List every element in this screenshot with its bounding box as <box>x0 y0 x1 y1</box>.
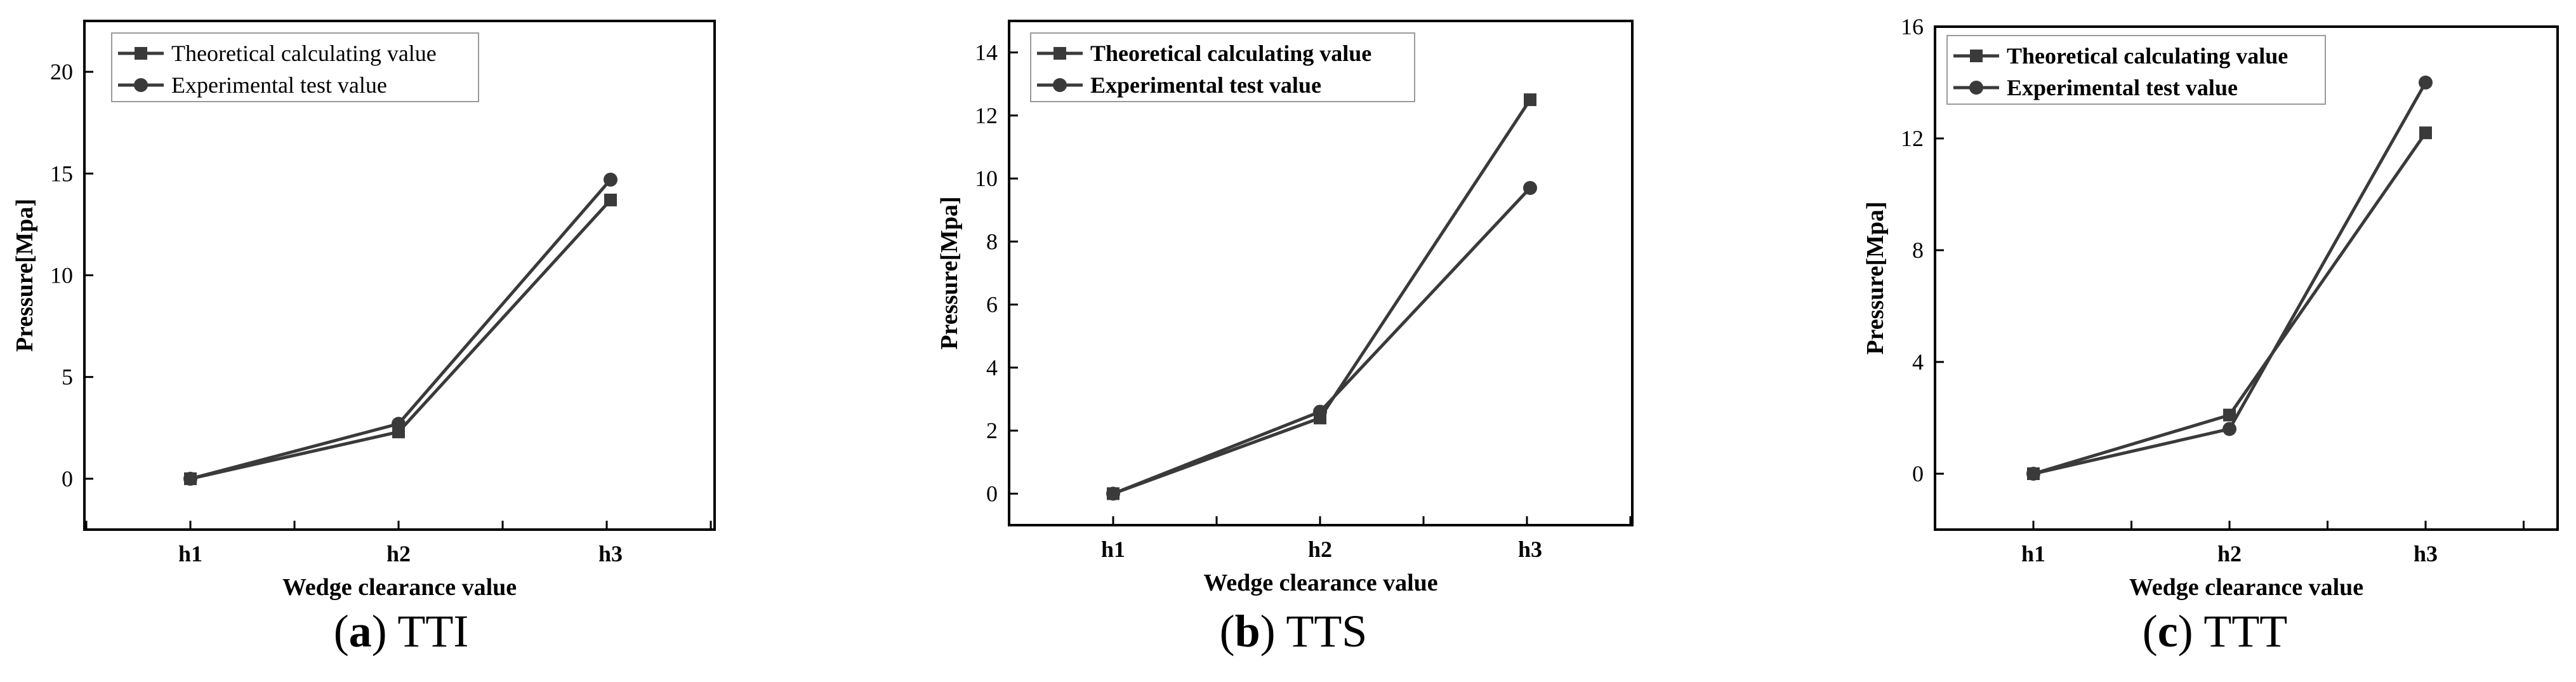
caption-paren-close: ) <box>1260 606 1286 657</box>
x-tick-label-h3: h3 <box>1518 537 1542 562</box>
caption-name: TTI <box>397 606 468 657</box>
legend-entry-experimental: Experimental test value <box>1090 72 1321 98</box>
x-axis-label: Wedge clearance value <box>2129 574 2363 601</box>
chart-panel-a: 0 5 10 15 20 h1 h2 h3 Wedge clearance value Press… <box>11 20 716 657</box>
legend-marker-circle <box>1969 81 1983 95</box>
data-point-circle <box>1106 486 1120 501</box>
y-tick-label: 0 <box>62 466 73 491</box>
legend-entry-experimental: Experimental test value <box>171 72 387 98</box>
data-point-circle <box>604 172 618 187</box>
x-tick-label-h2: h2 <box>1308 537 1332 562</box>
series-line-theoretical <box>1113 98 1532 495</box>
data-point-square <box>2419 126 2432 140</box>
y-tick-label: 0 <box>1912 461 1924 486</box>
data-point-circle <box>392 417 406 431</box>
x-tick-label-h1: h1 <box>1101 537 1125 562</box>
y-tick-label: 12 <box>1901 126 1924 151</box>
caption-paren-open: ( <box>334 606 349 657</box>
x-tick-label-h1: h1 <box>178 541 202 566</box>
y-tick-label: 8 <box>986 229 998 254</box>
legend-box <box>1946 35 2326 105</box>
data-point-square <box>1524 93 1536 107</box>
legend-entry-theoretical: Theoretical calculating value <box>171 41 437 66</box>
legend-marker-square <box>1970 50 1983 62</box>
legend-box <box>1030 32 1415 102</box>
legend-entry-theoretical: Theoretical calculating value <box>2007 43 2288 69</box>
x-axis-label: Wedge clearance value <box>282 574 517 601</box>
data-point-circle <box>1523 181 1537 196</box>
panel-caption: (b) TTS <box>1220 606 1368 657</box>
data-point-circle <box>2026 467 2040 481</box>
y-tick-label: 4 <box>986 355 998 380</box>
legend: Theoretical calculating value Experimenta… <box>111 32 479 102</box>
data-point-square <box>604 193 617 206</box>
legend-marker-square <box>1054 47 1066 60</box>
x-axis-label: Wedge clearance value <box>1203 570 1437 596</box>
legend-marker-circle <box>134 78 148 92</box>
caption-letter: b <box>1235 606 1260 657</box>
legend: Theoretical calculating value Experimenta… <box>1030 32 1415 102</box>
legend-marker-circle <box>1053 78 1067 92</box>
data-point-circle <box>2419 76 2433 90</box>
y-tick-label: 2 <box>986 418 998 443</box>
y-tick-label: 10 <box>975 166 998 191</box>
y-tick-label: 16 <box>1901 14 1924 39</box>
caption-paren-open: ( <box>2143 606 2158 657</box>
y-axis-label: Pressure[Mpa] <box>11 199 38 352</box>
y-tick-label: 0 <box>986 481 998 506</box>
data-point-circle <box>183 471 197 486</box>
x-tick-label-h3: h3 <box>598 541 623 566</box>
chart-panel-c: 0 4 8 12 16 h1 h2 h3 Wedge clearance value Pressu… <box>1862 14 2559 657</box>
y-tick-label: 10 <box>50 263 73 288</box>
data-point-square <box>2223 408 2236 422</box>
x-tick-label-h2: h2 <box>386 541 411 566</box>
legend-box <box>111 32 479 102</box>
y-tick-label: 5 <box>62 364 73 390</box>
y-tick-label: 15 <box>50 161 73 186</box>
legend: Theoretical calculating value Experimenta… <box>1946 35 2326 105</box>
caption-letter: a <box>349 606 372 657</box>
caption-name: TTS <box>1286 606 1367 657</box>
panel-caption: (a) TTI <box>334 606 469 657</box>
chart-panel-b: 0 2 4 6 8 10 12 14 h1 h2 h3 Wedge clearance value Pr… <box>936 20 1634 657</box>
legend-marker-square <box>135 47 147 60</box>
y-tick-label: 12 <box>975 103 998 128</box>
caption-paren-close: ) <box>372 606 398 657</box>
caption-paren-open: ( <box>1220 606 1235 657</box>
plot-frame <box>1934 25 2559 531</box>
y-axis-label: Pressure[Mpa] <box>936 196 963 349</box>
legend-entry-experimental: Experimental test value <box>2007 75 2238 100</box>
y-tick-label: 8 <box>1912 237 1924 263</box>
y-axis-label: Pressure[Mpa] <box>1862 201 1889 354</box>
y-tick-label: 4 <box>1912 349 1924 375</box>
legend-entry-theoretical: Theoretical calculating value <box>1090 41 1371 66</box>
caption-name: TTT <box>2203 606 2287 657</box>
x-tick-label-h1: h1 <box>2021 541 2045 566</box>
caption-paren-close: ) <box>2178 606 2204 657</box>
data-point-circle <box>2223 422 2236 436</box>
y-tick-label: 6 <box>986 292 998 318</box>
data-point-circle <box>1313 405 1327 419</box>
y-tick-label: 20 <box>50 59 73 84</box>
panel-caption: (c) TTT <box>2143 606 2288 657</box>
x-tick-label-h3: h3 <box>2414 541 2438 566</box>
series-line-experimental <box>1113 187 1531 495</box>
caption-letter: c <box>2158 606 2178 657</box>
y-tick-label: 14 <box>975 40 998 65</box>
x-tick-label-h2: h2 <box>2217 541 2242 566</box>
